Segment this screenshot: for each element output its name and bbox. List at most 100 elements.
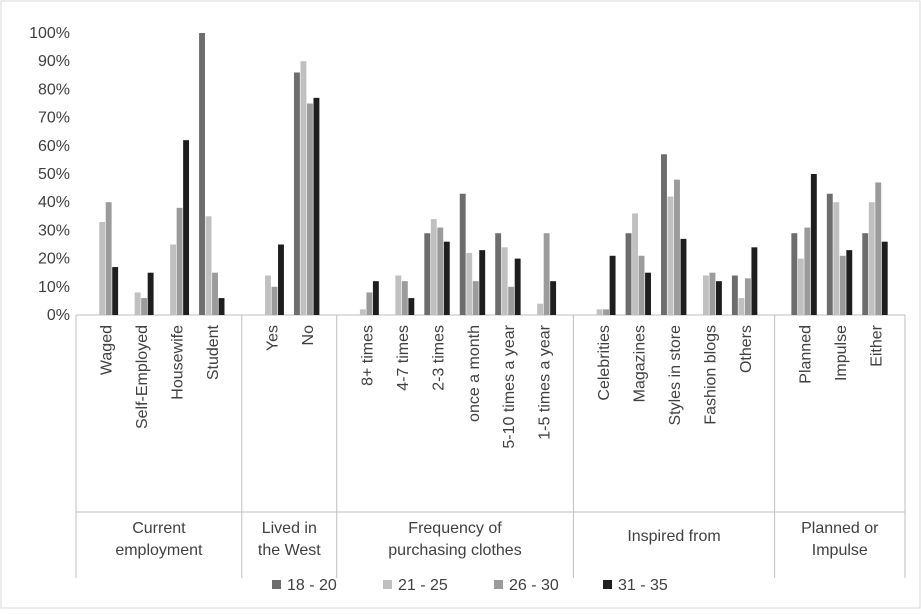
category-label: 8+ times [359, 325, 376, 386]
bar [731, 275, 738, 315]
group-label: Frequency of [408, 520, 502, 537]
bar [514, 258, 521, 315]
category-label: 5-10 times a year [501, 324, 518, 448]
group-label: purchasing clothes [388, 542, 521, 559]
y-tick-label: 20% [38, 251, 70, 268]
y-tick-label: 70% [38, 110, 70, 127]
bar [881, 241, 888, 315]
bar [550, 281, 557, 315]
category-label: No [300, 325, 317, 346]
legend-swatch [272, 580, 281, 589]
bar [501, 247, 508, 315]
bar [313, 97, 320, 315]
bar [278, 244, 284, 315]
bar [105, 202, 112, 315]
y-tick-label: 10% [38, 279, 70, 296]
bar [632, 213, 638, 315]
bar [709, 272, 716, 315]
y-tick-label: 40% [38, 194, 70, 211]
y-tick-label: 60% [38, 138, 70, 155]
bar [738, 298, 745, 315]
bar [466, 252, 473, 315]
bar [176, 207, 183, 315]
bar [271, 286, 278, 315]
group-label: Lived in [262, 520, 317, 537]
bar [674, 179, 680, 315]
bar [99, 221, 106, 315]
bar [810, 174, 817, 315]
bar [306, 103, 313, 315]
legend-swatch [603, 580, 612, 589]
bar [625, 233, 632, 315]
bar [359, 309, 366, 315]
legend-label: 31 - 35 [618, 577, 668, 594]
category-label: Celebrities [596, 325, 613, 401]
group-label: Impulse [812, 542, 868, 559]
bar [543, 233, 550, 315]
bar [609, 255, 616, 315]
category-label: Planned [797, 325, 814, 384]
bar [147, 272, 154, 315]
bar [401, 281, 408, 315]
y-tick-label: 0% [47, 307, 70, 324]
bar [141, 298, 148, 315]
y-tick-label: 100% [29, 25, 70, 42]
bar [596, 309, 603, 315]
bar [751, 247, 758, 315]
category-label: 1-5 times a year [537, 324, 554, 439]
bar [495, 233, 502, 315]
bar [205, 216, 212, 315]
bar [366, 292, 373, 315]
bar [661, 154, 667, 315]
bar [183, 140, 190, 315]
bar [791, 233, 798, 315]
bar [437, 227, 444, 315]
bar [300, 61, 307, 316]
bar [218, 298, 225, 315]
group-label: Current [132, 520, 186, 537]
bar [680, 238, 687, 315]
category-label: Fashion blogs [703, 325, 720, 425]
bar [868, 202, 875, 315]
bar [797, 258, 804, 315]
category-label: Either [868, 324, 885, 366]
legend-swatch [383, 580, 392, 589]
bar [112, 267, 119, 315]
category-label: Self-Employed [134, 325, 151, 429]
bar [372, 281, 379, 315]
bar [134, 292, 141, 315]
bar [199, 33, 205, 315]
bar [645, 272, 651, 315]
bar [804, 227, 811, 315]
legend-label: 18 - 20 [287, 577, 337, 594]
y-tick-label: 30% [38, 222, 70, 239]
bar [702, 275, 709, 315]
bar [826, 193, 833, 315]
bar [424, 233, 431, 315]
bar [638, 255, 645, 315]
y-tick-label: 50% [38, 166, 70, 183]
bar [875, 182, 882, 315]
legend-label: 21 - 25 [398, 577, 448, 594]
y-tick-label: 80% [38, 81, 70, 98]
bar [395, 275, 402, 315]
category-label: Yes [265, 325, 282, 351]
bar [846, 250, 853, 315]
legend-swatch [494, 580, 503, 589]
bar [212, 272, 218, 315]
category-label: Impulse [833, 325, 850, 381]
bar [744, 278, 751, 315]
category-label: Magazines [632, 325, 649, 402]
group-label: Planned or [801, 520, 879, 537]
category-label: 4-7 times [395, 325, 412, 391]
legend-label: 26 - 30 [509, 577, 559, 594]
group-label: Inspired from [627, 528, 720, 545]
bar [430, 219, 437, 315]
bar [537, 303, 544, 315]
category-label: 2-3 times [430, 325, 447, 391]
category-label: Others [738, 325, 755, 373]
group-label: employment [115, 542, 203, 559]
category-label: Housewife [170, 325, 187, 400]
bar [603, 309, 610, 315]
bar [715, 281, 722, 315]
